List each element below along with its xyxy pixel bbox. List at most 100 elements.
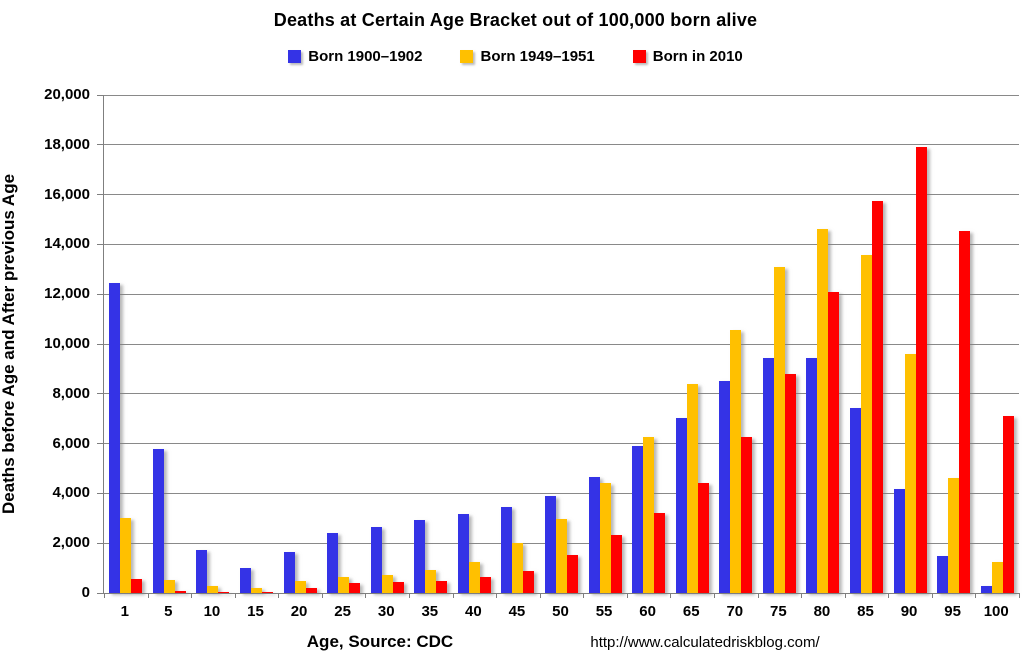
x-tick-label: 35	[421, 603, 439, 620]
bar-born-1900-1902-age-95	[937, 556, 949, 593]
bar-group-age-25	[322, 95, 366, 593]
bar-born-1949-1951-age-75	[773, 266, 785, 593]
bar-born-1900-1902-age-80	[806, 358, 818, 593]
plot-area: Deaths before Age and After previous Age	[0, 94, 1020, 598]
x-tick-label: 50	[552, 603, 569, 620]
x-axis-tick	[670, 593, 672, 598]
legend-item-born-1900-1902: Born 1900–1902	[288, 48, 422, 65]
chart-title: Deaths at Certain Age Bracket out of 100…	[273, 10, 758, 30]
bar-born-1949-1951-age-100	[991, 561, 1003, 593]
x-axis-tick	[365, 593, 367, 598]
bar-born-in-2010-age-15	[261, 592, 273, 593]
x-axis-tick	[147, 593, 149, 598]
bar-group-age-15	[235, 95, 279, 593]
bar-born-1900-1902-age-90	[893, 489, 905, 593]
bar-born-1900-1902-age-60	[632, 446, 644, 593]
bar-group-age-90	[888, 95, 932, 593]
x-tick-label: 15	[247, 603, 264, 620]
x-tick-label: 65	[682, 603, 700, 620]
legend-item-born-2010: Born in 2010	[632, 48, 743, 65]
bar-born-1900-1902-age-50	[544, 496, 556, 593]
bar-group-age-45	[496, 95, 540, 593]
x-axis-tick	[452, 593, 454, 598]
x-tick-label: 100	[983, 603, 1009, 620]
bar-group-age-30	[365, 95, 409, 593]
y-axis-tick	[97, 443, 103, 445]
bar-born-1900-1902-age-70	[719, 380, 731, 593]
bar-born-1900-1902-age-1	[109, 283, 121, 593]
bar-born-1949-1951-age-50	[555, 518, 567, 593]
y-tick-label: 20,000	[44, 86, 90, 103]
bar-born-in-2010-age-45	[523, 570, 535, 593]
legend-swatch-blue	[288, 50, 302, 63]
x-axis-tick	[626, 593, 628, 598]
y-axis-tick	[97, 343, 103, 345]
x-tick-label: 60	[639, 603, 656, 620]
bar-group-age-75	[758, 95, 802, 593]
bar-born-in-2010-age-55	[610, 535, 622, 593]
x-tick-label: 75	[770, 603, 787, 620]
bar-group-age-100	[975, 95, 1019, 593]
bar-born-1900-1902-age-25	[327, 532, 339, 593]
bar-born-1949-1951-age-15	[250, 587, 262, 593]
bar-group-age-1	[104, 95, 148, 593]
bar-born-1900-1902-age-40	[457, 514, 469, 593]
y-axis-tick	[97, 542, 103, 544]
x-axis-tick	[714, 593, 715, 598]
bar-born-1900-1902-age-75	[762, 358, 774, 593]
bar-group-age-70	[714, 95, 758, 593]
x-tick-label: 80	[813, 603, 831, 620]
bar-born-1900-1902-age-20	[283, 551, 295, 593]
bar-born-1900-1902-age-55	[588, 476, 600, 593]
bar-born-in-2010-age-1	[131, 579, 143, 593]
bar-born-in-2010-age-30	[392, 582, 404, 593]
source-url: http://www.calculatedriskblog.com/	[590, 634, 820, 651]
bar-group-age-85	[845, 95, 889, 593]
bar-born-1900-1902-age-10	[196, 550, 208, 593]
bar-group-age-10	[191, 95, 235, 593]
x-axis-tick	[191, 593, 193, 598]
bar-born-1949-1951-age-40	[468, 561, 480, 593]
y-tick-label: 4,000	[52, 484, 90, 502]
y-tick-label: 14,000	[44, 235, 90, 253]
x-axis-tick	[931, 593, 933, 598]
x-tick-label: 10	[203, 603, 221, 620]
bar-born-1949-1951-age-95	[948, 478, 960, 593]
bar-born-1949-1951-age-70	[730, 329, 742, 593]
bar-born-1900-1902-age-65	[675, 418, 687, 593]
x-axis-tick	[888, 593, 890, 598]
bar-born-in-2010-age-85	[871, 200, 883, 593]
bar-born-1949-1951-age-80	[817, 229, 829, 593]
x-axis-tick	[844, 593, 846, 598]
bar-group-age-20	[278, 95, 322, 593]
bar-born-in-2010-age-70	[741, 436, 753, 593]
x-tick-label: 45	[508, 603, 526, 620]
bar-born-1900-1902-age-45	[501, 507, 513, 593]
bar-born-1949-1951-age-30	[381, 575, 393, 593]
y-tick-label: 0	[81, 584, 90, 601]
y-axis-tick	[97, 393, 103, 395]
legend-label: Born 1900–1902	[308, 48, 423, 65]
legend-swatch-yellow	[460, 50, 474, 63]
bar-born-1900-1902-age-35	[414, 520, 426, 593]
bar-born-1949-1951-age-5	[163, 580, 175, 593]
y-tick-label: 2,000	[52, 534, 90, 552]
bar-group-age-60	[627, 95, 671, 593]
gridline	[104, 393, 1019, 395]
bar-born-in-2010-age-80	[828, 291, 840, 593]
x-axis-tick	[975, 593, 977, 598]
bar-born-in-2010-age-50	[566, 555, 578, 593]
legend-item-born-1949-1951: Born 1949–1951	[460, 48, 595, 65]
bar-born-1949-1951-age-10	[207, 586, 219, 593]
x-axis-tick	[539, 593, 541, 598]
bar-born-in-2010-age-10	[218, 592, 230, 593]
y-axis-tick	[97, 194, 103, 196]
bar-born-1900-1902-age-15	[239, 567, 251, 593]
x-axis-tick	[278, 593, 280, 598]
y-tick-label: 16,000	[44, 185, 90, 203]
gridline	[104, 443, 1019, 445]
x-tick-label: 30	[377, 603, 395, 620]
y-tick-label: 6,000	[52, 434, 90, 452]
bar-born-in-2010-age-25	[349, 582, 361, 593]
